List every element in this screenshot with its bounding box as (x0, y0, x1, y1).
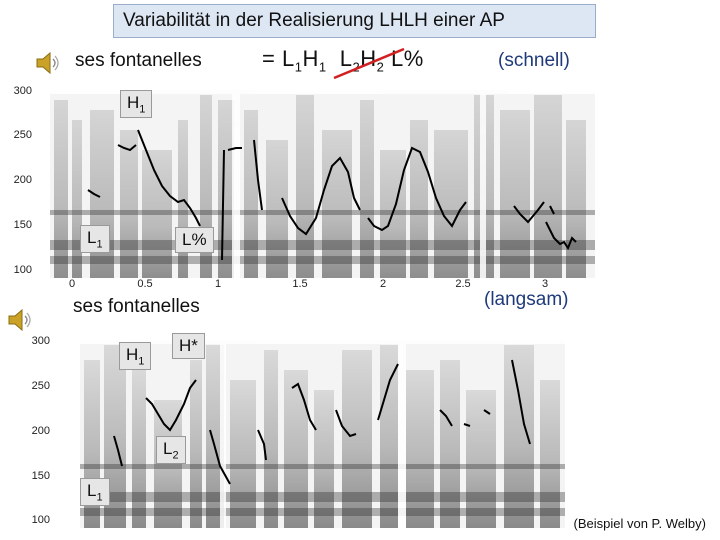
pitch-contour (549, 205, 555, 215)
pitch-contour (137, 129, 201, 227)
tone-tag-h1-slow: H1 (119, 342, 152, 371)
pitch-contour (281, 156, 361, 236)
spectrogram-slow (80, 340, 565, 528)
pitch-contour (221, 149, 225, 261)
pitch-contour (545, 221, 577, 251)
tone-tag-l2: L2 (156, 436, 186, 465)
pitch-contour (439, 409, 453, 427)
pitch-contour (113, 435, 123, 467)
pitch-contour (145, 379, 197, 432)
pitch-contour (87, 189, 101, 198)
x-tick: 1 (214, 278, 222, 290)
y-tick: 200 (13, 174, 32, 186)
y-tick: 200 (31, 425, 50, 437)
x-tick: 2.5 (455, 278, 471, 290)
x-tick: 0.5 (137, 278, 153, 290)
x-tick: 1.5 (292, 278, 308, 290)
tone-tag-l1-slow: L1 (80, 478, 110, 507)
word-label-slow: ses fontanelles (73, 296, 200, 317)
pitch-contour (511, 359, 531, 445)
slide-title: Variabilität in der Realisierung LHLH ei… (113, 4, 596, 38)
pitch-contour (209, 429, 231, 485)
tone-tag-h1: H1 (120, 90, 153, 119)
pitch-contour (253, 139, 263, 211)
tone-tag-h-star: H* (172, 333, 205, 359)
strikethrough-line (333, 47, 405, 80)
y-tick: 300 (31, 335, 50, 347)
y-tick: 100 (31, 514, 50, 526)
pitch-contour (117, 144, 137, 152)
credit-note: (Beispiel von P. Welby) (573, 516, 706, 531)
tempo-label-slow: (langsam) (484, 289, 569, 310)
pitch-contour (367, 146, 467, 232)
pitch-contour (463, 423, 471, 427)
pitch-contour (257, 429, 267, 461)
tone-tag-l1: L1 (80, 225, 110, 254)
y-tick: 300 (13, 85, 32, 97)
speaker-icon[interactable] (34, 50, 64, 76)
tone-formula: = L1H1 L2H2 L% (262, 46, 424, 75)
y-tick: 150 (31, 470, 50, 482)
pitch-contour (291, 382, 317, 431)
spectrogram-fast (50, 90, 595, 278)
tone-tag-l-percent: L% (175, 227, 214, 253)
pitch-contour (513, 201, 545, 224)
pitch-contour (335, 409, 357, 438)
pitch-contour (377, 363, 399, 421)
x-tick: 0 (68, 278, 76, 290)
spectrogram-fast-canvas (50, 90, 595, 278)
spectrogram-slow-canvas (80, 340, 565, 528)
y-tick: 100 (13, 264, 32, 276)
x-tick: 3 (541, 278, 549, 290)
pitch-contour (227, 147, 242, 151)
x-tick: 2 (379, 278, 387, 290)
y-tick: 250 (31, 380, 50, 392)
speaker-icon[interactable] (6, 307, 36, 333)
pitch-contour (483, 409, 491, 415)
tempo-label-fast: (schnell) (498, 50, 570, 71)
word-label-fast: ses fontanelles (75, 50, 202, 71)
y-tick: 250 (13, 129, 32, 141)
y-tick: 150 (13, 219, 32, 231)
